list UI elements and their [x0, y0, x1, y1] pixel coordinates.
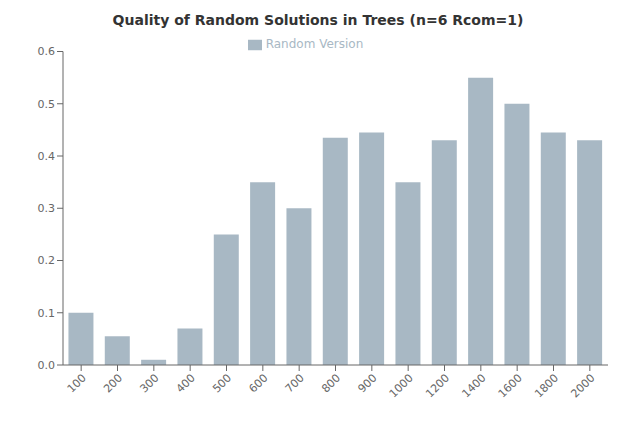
html-text:Random Version: Random Version — [265, 37, 364, 51]
svg-text:200: 200 — [101, 371, 125, 395]
svg-text:2000: 2000 — [568, 371, 597, 400]
svg-text:0.0: 0.0 — [38, 359, 56, 372]
svg-text:0.5: 0.5 — [38, 98, 56, 111]
svg-text:1000: 1000 — [387, 371, 416, 400]
svg-text:300: 300 — [137, 371, 161, 395]
svg-text:600: 600 — [246, 371, 270, 395]
svg-text:0.2: 0.2 — [38, 254, 56, 267]
svg-text:0.3: 0.3 — [38, 202, 56, 215]
svg-text:100: 100 — [65, 371, 89, 395]
svg-text:800: 800 — [319, 371, 343, 395]
svg-text:0.4: 0.4 — [38, 150, 56, 163]
svg-text:700: 700 — [283, 371, 307, 395]
svg-text:500: 500 — [210, 371, 234, 395]
svg-text:1200: 1200 — [423, 371, 452, 400]
svg-text:1600: 1600 — [496, 371, 525, 400]
svg-text:900: 900 — [355, 371, 379, 395]
html-text:Quality of Random Solutions in: Quality of Random Solutions in Trees (n=… — [112, 12, 524, 28]
svg-text:1400: 1400 — [459, 371, 488, 400]
svg-text:1800: 1800 — [532, 371, 561, 400]
svg-text:400: 400 — [174, 371, 198, 395]
svg-text:0.1: 0.1 — [38, 307, 56, 320]
svg-text:0.6: 0.6 — [38, 45, 56, 58]
